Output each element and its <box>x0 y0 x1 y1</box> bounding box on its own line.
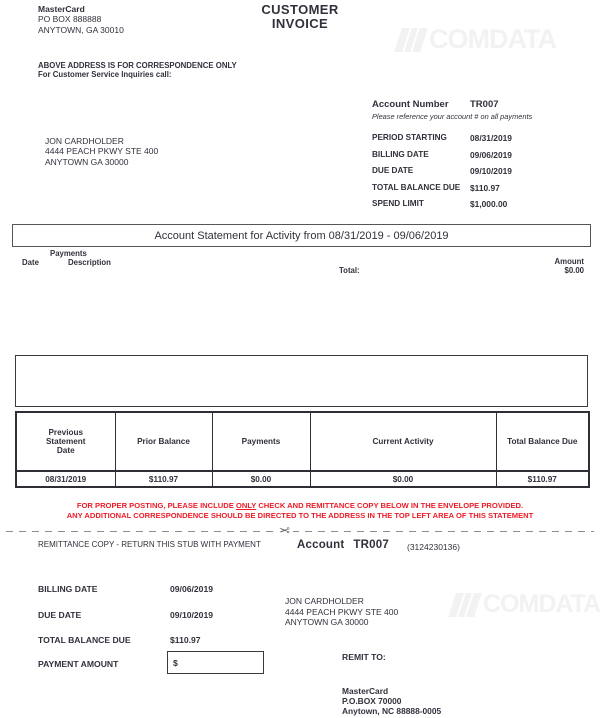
statement-title-bar: Account Statement for Activity from 08/3… <box>12 224 591 247</box>
scissors-icon: ✂ <box>276 523 293 538</box>
summary-data-cell: $0.00 <box>309 470 497 488</box>
summary-data-cell: $110.97 <box>495 470 590 488</box>
summary-header-cell: Total Balance Due <box>495 411 590 472</box>
balance-summary-table: Previous Statement Date Prior Balance Pa… <box>15 411 590 488</box>
sender-address-line: PO BOX 888888 <box>38 14 102 25</box>
summary-data-cell: $110.97 <box>114 470 213 488</box>
cut-dashed-line <box>6 531 594 532</box>
summary-header-row: Previous Statement Date Prior Balance Pa… <box>15 411 590 472</box>
stub-addressee-block: JON CARDHOLDER 4444 PEACH PKWY STE 400 A… <box>285 596 399 628</box>
remittance-account-ref: (3124230136) <box>407 542 460 552</box>
summary-header-cell: Current Activity <box>309 411 497 472</box>
remittance-field-row: DUE DATE 09/10/2019 <box>38 609 214 620</box>
account-field-row: TOTAL BALANCE DUE $110.97 <box>372 182 500 193</box>
column-header-description: Description <box>68 258 111 267</box>
sender-address-block: MasterCard PO BOX 888888 ANYTOWN, GA 300… <box>38 4 124 35</box>
account-field-row: PERIOD STARTING 08/31/2019 <box>372 133 512 143</box>
summary-data-row: 08/31/2019 $110.97 $0.00 $0.00 $110.97 <box>15 470 590 488</box>
comdata-watermark-bottom: COMDATA <box>448 590 600 619</box>
account-field-row: SPEND LIMIT $1,000.00 <box>372 199 508 209</box>
remit-to-address-block: MasterCard P.O.BOX 70000 Anytown, NC 888… <box>342 686 442 717</box>
comdata-logo-icon <box>394 27 428 52</box>
comdata-logo-icon <box>448 592 482 617</box>
account-reference-note: Please reference your account # on all p… <box>372 112 533 121</box>
summary-header-cell: Previous Statement Date <box>45 428 86 455</box>
comdata-watermark-top: COMDATA <box>394 24 557 55</box>
underlined-only: ONLY <box>235 501 257 510</box>
account-number-value: TR007 <box>470 99 499 110</box>
summary-header-cell: Payments <box>211 411 311 472</box>
payment-amount-label: PAYMENT AMOUNT <box>38 659 119 669</box>
remittance-field-row: TOTAL BALANCE DUE $110.97 <box>38 635 201 645</box>
account-field-row: BILLING DATE 09/06/2019 <box>372 149 512 160</box>
currency-symbol: $ <box>173 657 178 668</box>
summary-data-cell: $0.00 <box>211 470 311 488</box>
column-header-amount: Amount <box>554 257 584 266</box>
activity-total-label: Total: <box>339 266 360 275</box>
activity-total-value: $0.00 <box>564 266 584 275</box>
account-info-block: Account Number TR007 Please reference yo… <box>372 99 532 216</box>
sender-address-line: ANYTOWN, GA 30010 <box>38 24 124 35</box>
remittance-fields: BILLING DATE 09/06/2019 DUE DATE 09/10/2… <box>38 584 213 661</box>
empty-detail-box <box>15 355 588 407</box>
summary-header-cell: Prior Balance <box>114 411 213 472</box>
account-field-row: DUE DATE 09/10/2019 <box>372 166 512 176</box>
correspondence-note: ABOVE ADDRESS IS FOR CORRESPONDENCE ONLY… <box>38 61 237 80</box>
posting-notice: FOR PROPER POSTING, PLEASE INCLUDE ONLY … <box>66 501 534 520</box>
remittance-account: Account TR007 <box>297 539 389 551</box>
cardholder-address-block: JON CARDHOLDER 4444 PEACH PKWY STE 400 A… <box>45 136 159 167</box>
column-header-date: Date <box>22 258 39 267</box>
remit-to-label: REMIT TO: <box>342 652 386 662</box>
remittance-stub-label: REMITTANCE COPY - RETURN THIS STUB WITH … <box>38 540 261 549</box>
document-title: CUSTOMER INVOICE <box>261 2 339 31</box>
remittance-field-row: BILLING DATE 09/06/2019 <box>38 584 214 594</box>
account-number-label: Account Number <box>372 99 449 110</box>
summary-data-cell: 08/31/2019 <box>15 470 116 488</box>
sender-name: MasterCard <box>38 4 85 14</box>
column-header-payments: Payments <box>50 249 87 258</box>
payment-amount-box: $ <box>167 651 264 674</box>
